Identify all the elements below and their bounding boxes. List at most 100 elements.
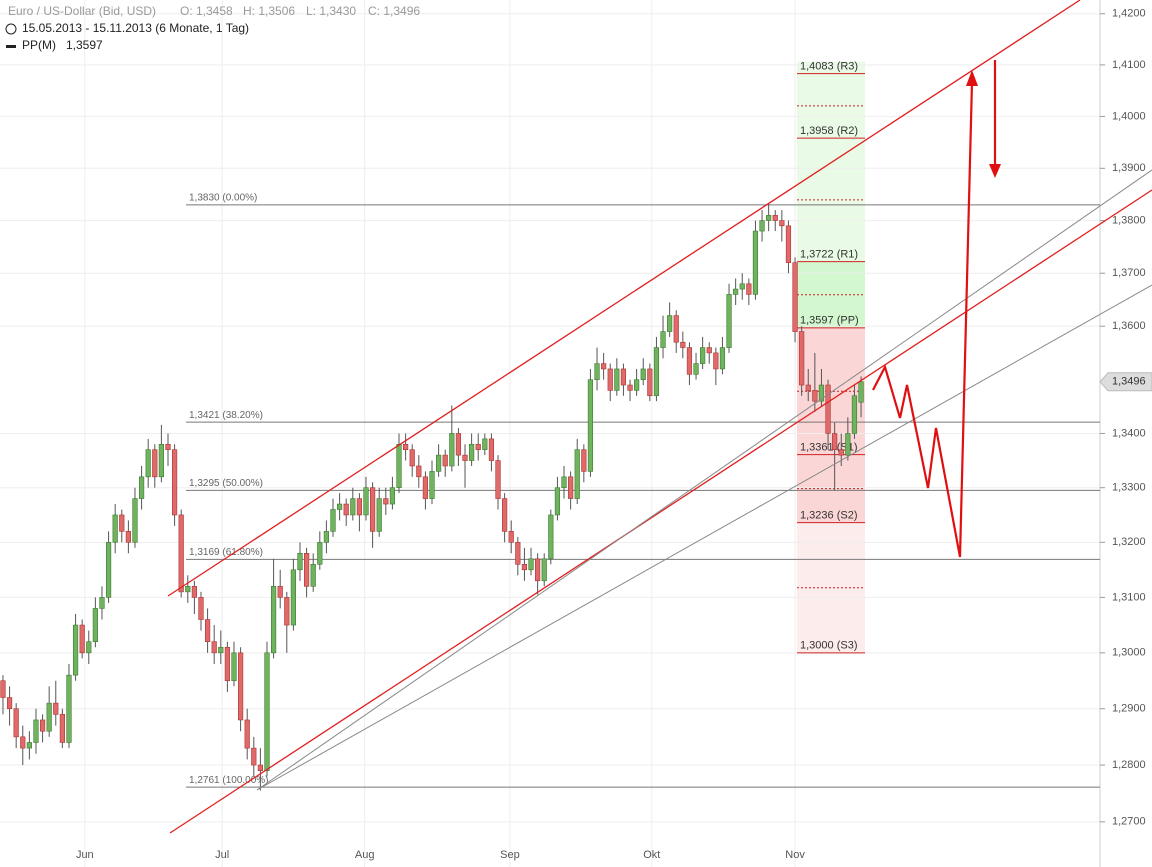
fib-label: 1,2761 (100.00%) <box>189 775 269 786</box>
candle-body <box>535 558 541 582</box>
y-tick-label: 1,3200 <box>1112 536 1146 548</box>
candle-body <box>495 460 501 499</box>
title: Euro / US-Dollar (Bid, USD) <box>8 4 156 18</box>
candle-body <box>858 381 864 403</box>
y-tick-label: 1,3600 <box>1112 320 1146 332</box>
candle-body <box>370 487 376 532</box>
candle-body <box>0 680 6 698</box>
candle-body <box>185 586 191 593</box>
candle-body <box>792 262 798 332</box>
candle-body <box>574 449 580 499</box>
candle-body <box>680 341 686 348</box>
candle-body <box>257 764 263 772</box>
ohlc: C: 1,3496 <box>368 4 420 18</box>
candle-body <box>165 443 171 451</box>
y-tick-label: 1,3400 <box>1112 427 1146 439</box>
candle-body <box>548 514 554 560</box>
candle-body <box>647 368 653 397</box>
candle-body <box>158 443 164 478</box>
candle-body <box>541 558 547 582</box>
candle-body <box>488 438 495 461</box>
candle-body <box>125 531 131 543</box>
x-tick-label: Jul <box>215 849 229 861</box>
candle-body <box>53 702 59 715</box>
candle-body <box>449 433 455 467</box>
arrow-head <box>966 70 978 86</box>
candle-body <box>13 708 19 738</box>
y-tick-label: 1,2700 <box>1112 816 1146 828</box>
candle-body <box>297 553 303 571</box>
candle-body <box>277 586 283 598</box>
candle-body <box>383 498 389 505</box>
y-tick-label: 1,3300 <box>1112 482 1146 494</box>
candle-body <box>119 514 125 532</box>
x-tick-label: Okt <box>643 849 660 861</box>
candle-body <box>251 747 257 766</box>
candle-body <box>112 514 118 543</box>
candle-body <box>264 652 270 772</box>
candle-body <box>26 742 32 749</box>
candle-body <box>607 368 613 391</box>
candle-body <box>198 597 204 620</box>
candle-body <box>515 542 521 565</box>
candle-body <box>693 363 699 375</box>
candle-body <box>442 454 448 467</box>
candle-body <box>614 368 620 391</box>
fib-label: 1,3830 (0.00%) <box>189 192 257 203</box>
candle-body <box>39 719 46 732</box>
candle-body <box>92 608 98 643</box>
candle-body <box>403 443 409 451</box>
candle-body <box>719 347 726 370</box>
y-tick-label: 1,3000 <box>1112 647 1146 659</box>
candle-body <box>178 514 184 593</box>
candle-body <box>713 352 719 370</box>
ohlc: H: 1,3506 <box>243 4 295 18</box>
fib-label: 1,3295 (50.00%) <box>189 478 263 489</box>
candle-body <box>634 379 640 391</box>
candle-body <box>739 283 745 290</box>
candle-body <box>317 542 323 565</box>
candle-body <box>66 674 72 743</box>
candle-body <box>429 471 435 499</box>
candle-body <box>521 563 528 571</box>
x-tick-label: Jun <box>76 849 94 861</box>
candle-body <box>759 220 765 232</box>
candle-body <box>660 331 666 348</box>
candle-body <box>330 509 336 532</box>
candle-body <box>396 443 402 488</box>
trend-line <box>169 189 1152 834</box>
candle-body <box>244 719 250 749</box>
candle-body <box>436 454 442 472</box>
candle-body <box>145 449 151 478</box>
candle-body <box>132 498 138 543</box>
candle-body <box>462 454 468 461</box>
y-tick-label: 1,3900 <box>1112 162 1146 174</box>
candle-body <box>812 390 818 402</box>
ohlc: O: 1,3458 <box>180 4 233 18</box>
candle-body <box>389 487 396 505</box>
candle-body <box>237 652 244 721</box>
clock-icon <box>5 23 17 35</box>
candle-body <box>528 558 534 571</box>
candle-body <box>343 503 349 516</box>
trend-line <box>256 284 1152 791</box>
candle-body <box>700 347 706 364</box>
pivot-label: 1,3722 (R1) <box>800 249 858 261</box>
candle-body <box>350 498 356 516</box>
y-tick-label: 1,3700 <box>1112 267 1146 279</box>
candle-body <box>79 624 85 654</box>
candle-body <box>818 384 825 402</box>
candle-body <box>851 395 858 434</box>
indicator-value: 1,3597 <box>66 38 103 52</box>
candle-body <box>568 476 574 499</box>
subtitle: 15.05.2013 - 15.11.2013 (6 Monate, 1 Tag… <box>22 21 249 35</box>
arrow-head <box>989 164 1001 178</box>
candle-body <box>653 347 660 397</box>
candle-body <box>6 697 13 710</box>
forecast-path <box>872 81 974 558</box>
x-tick-label: Nov <box>785 849 805 861</box>
candle-body <box>284 597 290 626</box>
candle-body <box>99 597 105 609</box>
candle-body <box>667 315 673 332</box>
trend-line <box>167 0 1081 597</box>
